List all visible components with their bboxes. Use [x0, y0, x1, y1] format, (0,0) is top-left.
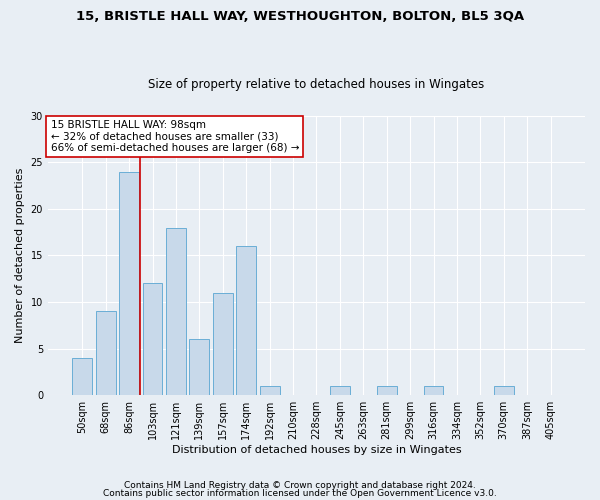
Bar — [143, 284, 163, 395]
Title: Size of property relative to detached houses in Wingates: Size of property relative to detached ho… — [148, 78, 485, 91]
Bar — [73, 358, 92, 395]
Bar — [424, 386, 443, 395]
Bar — [166, 228, 186, 395]
Text: Contains public sector information licensed under the Open Government Licence v3: Contains public sector information licen… — [103, 488, 497, 498]
Bar — [330, 386, 350, 395]
Text: 15, BRISTLE HALL WAY, WESTHOUGHTON, BOLTON, BL5 3QA: 15, BRISTLE HALL WAY, WESTHOUGHTON, BOLT… — [76, 10, 524, 23]
Bar — [119, 172, 139, 395]
Text: 15 BRISTLE HALL WAY: 98sqm
← 32% of detached houses are smaller (33)
66% of semi: 15 BRISTLE HALL WAY: 98sqm ← 32% of deta… — [50, 120, 299, 153]
Bar — [96, 312, 116, 395]
Text: Contains HM Land Registry data © Crown copyright and database right 2024.: Contains HM Land Registry data © Crown c… — [124, 481, 476, 490]
Bar — [190, 340, 209, 395]
Y-axis label: Number of detached properties: Number of detached properties — [15, 168, 25, 343]
Bar — [213, 293, 233, 395]
Bar — [494, 386, 514, 395]
X-axis label: Distribution of detached houses by size in Wingates: Distribution of detached houses by size … — [172, 445, 461, 455]
Bar — [236, 246, 256, 395]
Bar — [377, 386, 397, 395]
Bar — [260, 386, 280, 395]
